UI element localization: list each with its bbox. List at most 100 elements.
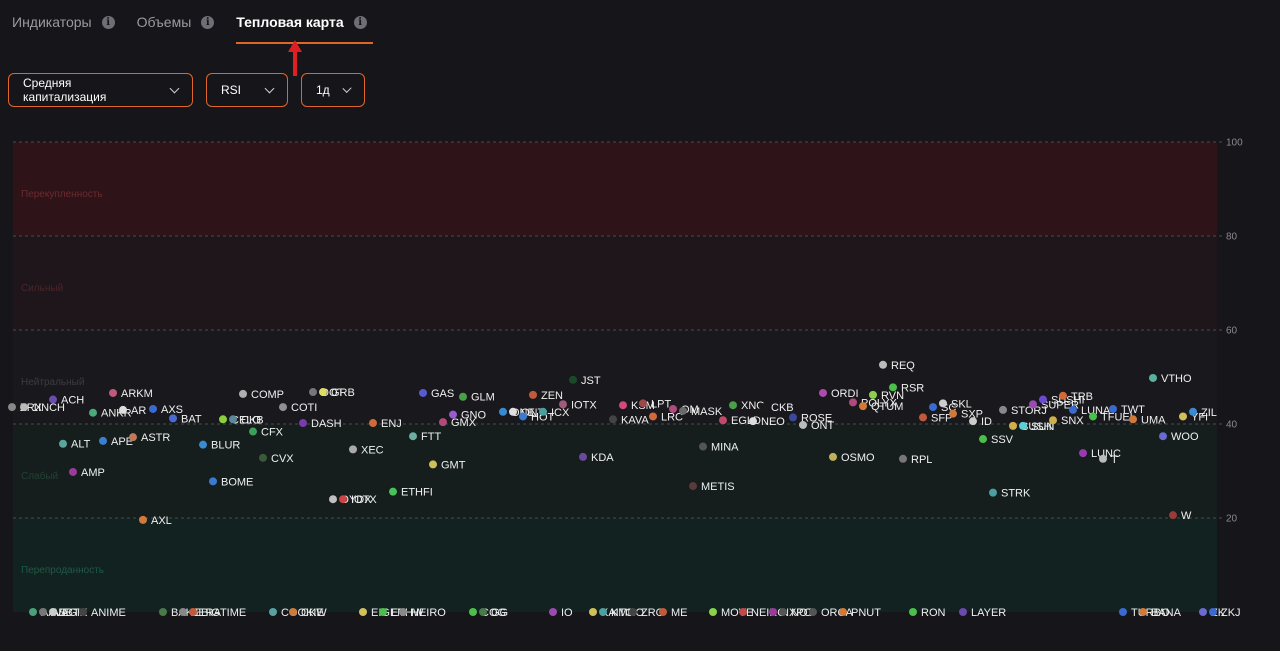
coin-label: KAVA [621, 414, 649, 426]
coin-label: AXS [161, 404, 183, 416]
coin-dot [1089, 412, 1097, 421]
coin-label: CKW [301, 607, 327, 619]
coin-dot [659, 608, 667, 616]
coin-label: GLM [471, 392, 495, 404]
coin-dot [559, 400, 567, 409]
coin-dot [1009, 421, 1017, 430]
metric-dropdown[interactable]: Средняя капитализация [8, 73, 193, 107]
zone-band [13, 142, 1217, 236]
coin-label: JST [581, 375, 601, 387]
coin-dot [859, 402, 867, 411]
zone-label: Слабый [21, 470, 58, 482]
coin-label: DOT [321, 387, 345, 399]
coin-label: ETHW [391, 607, 424, 619]
coin-dot [649, 412, 657, 421]
coin-dot [309, 388, 317, 397]
coin-label: BIGTIME [201, 607, 246, 619]
coin-label: ENJ [381, 418, 402, 430]
coin-dot [449, 410, 457, 419]
coin-dot [459, 392, 467, 401]
coin-label: BLUR [211, 440, 240, 452]
coin-dot [739, 608, 747, 616]
coin-dot [269, 608, 277, 616]
coin-label: ABBT [51, 607, 80, 619]
coin-label: TRB [1071, 391, 1093, 403]
coin-label: CKB [771, 402, 794, 414]
y-tick-label: 100 [1226, 138, 1243, 149]
tab-heatmap-label: Тепловая карта [236, 14, 344, 30]
zone-label: Перекупленность [21, 189, 103, 200]
coin-dot [379, 608, 387, 616]
coin-label: SUN [1031, 421, 1054, 433]
coin-dot [849, 398, 857, 407]
coin-dot [689, 482, 697, 491]
coin-dot [179, 608, 187, 616]
chevron-down-icon [264, 83, 275, 93]
coin-label: MOVE [721, 607, 753, 619]
coin-dot [609, 415, 617, 424]
coin-label: SSV [991, 434, 1014, 446]
coin-dot [369, 419, 377, 428]
coin-dot [1169, 511, 1177, 520]
metric-dropdown-value: Средняя капитализация [23, 76, 107, 104]
coin-label: ID [981, 416, 992, 428]
coin-label: REQ [891, 360, 915, 372]
coin-label: AMP [81, 467, 105, 479]
coin-dot [1049, 416, 1057, 425]
coin-label: HOT [531, 411, 555, 423]
coin-dot [549, 608, 557, 616]
coin-label: ZEN [541, 390, 563, 402]
tab-heatmap[interactable]: Тепловая карта i [236, 14, 374, 44]
coin-dot [819, 388, 827, 397]
coin-label: CFX [261, 427, 284, 439]
coin-label: STORJ [1011, 405, 1047, 417]
coin-label: ORDI [831, 388, 859, 400]
annotation-arrow-icon [288, 40, 302, 76]
coin-dot [49, 395, 57, 404]
indicator-dropdown[interactable]: RSI [206, 73, 288, 107]
coin-label: AXL [151, 515, 172, 527]
period-dropdown[interactable]: 1д [301, 73, 365, 107]
coin-dot [169, 414, 177, 423]
coin-dot [209, 477, 217, 486]
coin-dot [389, 487, 397, 496]
coin-dot [719, 416, 727, 425]
coin-label: LRC [661, 411, 683, 423]
coin-label: NXPC [781, 607, 812, 619]
zone-band [13, 236, 1217, 330]
coin-label: GG [491, 607, 508, 619]
coin-dot [939, 399, 947, 408]
coin-label: TFUEL [1101, 411, 1136, 423]
coin-dot [409, 432, 417, 441]
coin-label: LUNA [1081, 405, 1111, 417]
coin-dot [399, 608, 407, 616]
coin-dot [999, 405, 1007, 414]
y-tick-label: 60 [1226, 326, 1238, 337]
coin-label: GRB [331, 387, 355, 399]
coin-label: ZKJ [1221, 607, 1241, 619]
coin-dot [289, 608, 297, 616]
coin-dot [79, 608, 87, 616]
coin-dot [1039, 395, 1047, 404]
coin-dot [319, 388, 327, 397]
coin-dot [869, 390, 877, 399]
coin-dot [949, 409, 957, 418]
info-icon[interactable]: i [101, 16, 115, 29]
coin-label: COG [481, 607, 506, 619]
coin-label: COMP [251, 389, 284, 401]
info-icon[interactable]: i [353, 16, 367, 29]
coin-dot [1199, 608, 1207, 616]
coin-label: ICX [551, 407, 570, 419]
coin-label: STRK [1001, 488, 1031, 500]
zone-label: Сильный [21, 283, 63, 294]
info-icon[interactable]: i [201, 16, 215, 29]
coin-dot [479, 608, 487, 616]
tab-volumes[interactable]: Объемы i [137, 14, 215, 44]
coin-dot [8, 403, 16, 412]
tab-indicators[interactable]: Индикаторы i [12, 14, 115, 44]
coin-dot [879, 360, 887, 369]
coin-label: RON [921, 607, 946, 619]
coin-dot [199, 440, 207, 449]
coin-dot [729, 401, 737, 410]
zone-band [13, 330, 1217, 424]
